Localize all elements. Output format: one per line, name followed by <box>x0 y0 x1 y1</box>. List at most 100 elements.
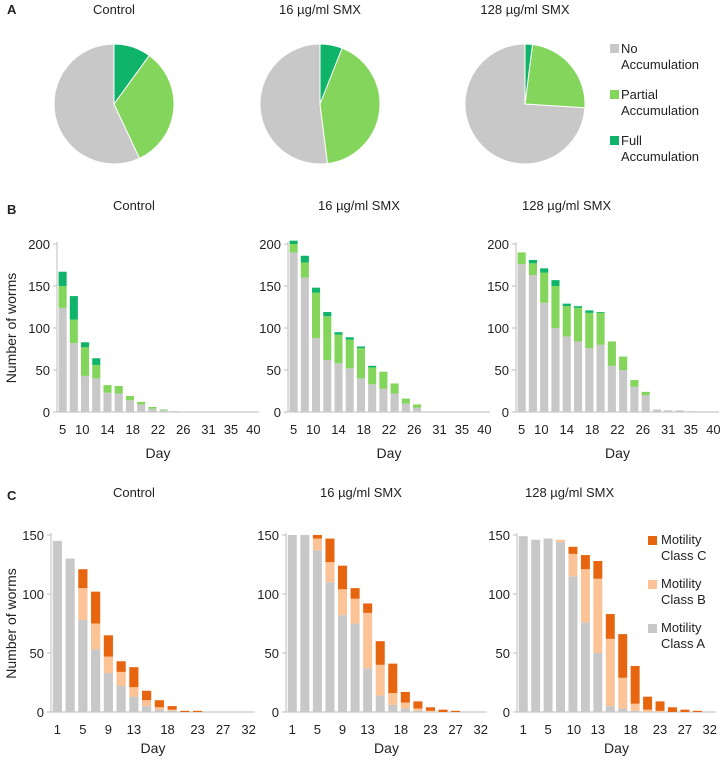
x-tick-label: 22 <box>382 422 396 437</box>
bar-day-25-no-accumulation <box>401 403 410 412</box>
y-tick-label: 150 <box>487 279 509 294</box>
bar-chart-B-control: Control 0 50 100 150 200 5 10 14 18 22 26 31 35 40 Day N… <box>3 198 261 461</box>
bar-day-11-motility-class-c <box>580 555 590 570</box>
bar-day-27-no-accumulation <box>641 395 650 412</box>
x-tick-label: 31 <box>432 422 446 437</box>
bar-day-5-partial-accumulation <box>289 244 298 253</box>
x-tick-label: 26 <box>636 422 650 437</box>
bar-day-19-motility-class-a <box>400 708 410 712</box>
bar-day-27-no-accumulation <box>413 407 422 412</box>
bar-day-11-no-accumulation <box>551 328 560 412</box>
pie-legend: No Accumulation Partial Accumulation Full Acc… <box>610 41 699 164</box>
bar-day-21-no-accumulation <box>607 365 616 412</box>
x-tick-label: 32 <box>241 722 255 737</box>
x-tick-label: 27 <box>678 722 692 737</box>
bar-day-17-motility-class-c <box>618 634 628 678</box>
bar-day-31-no-accumulation <box>664 410 673 412</box>
x-tick-label: 5 <box>544 722 551 737</box>
bar-day-13-partial-accumulation <box>334 334 343 364</box>
bar-day-19-no-accumulation <box>137 404 146 412</box>
x-tick-label: 22 <box>610 422 624 437</box>
bar-day-13-motility-class-b <box>593 578 603 653</box>
x-tick-label: 18 <box>160 722 174 737</box>
y-tick-label: 0 <box>37 705 44 720</box>
x-tick-label: 10 <box>306 422 320 437</box>
bar-day-21-motility-class-c <box>643 696 653 710</box>
bar-day-25-partial-accumulation <box>401 398 410 404</box>
bar-chart-B-128: 128 µg/ml SMX 0 50 100 150 200 5 10 14 18 22 26 31 35… <box>487 198 720 461</box>
bar-day-25-motility-class-c <box>438 709 448 712</box>
x-tick-label: 22 <box>151 422 165 437</box>
x-tick-label: 18 <box>357 422 371 437</box>
legend-label-motility-class-b: Motility Class B <box>661 576 706 607</box>
pie-title: 16 µg/ml SMX <box>279 2 361 17</box>
bar-day-21-motility-class-c <box>180 710 190 712</box>
pie-slice-no-accumulation <box>53 43 141 165</box>
bar-day-1-motility-class-a <box>518 536 528 712</box>
y-tick-label: 200 <box>259 237 281 252</box>
bar-day-9-motility-class-b <box>103 656 113 674</box>
legend-swatch-partial-accumulation <box>610 90 619 99</box>
y-tick-label: 100 <box>487 321 509 336</box>
bar-day-7-partial-accumulation <box>528 263 537 276</box>
bar-day-13-motility-class-a <box>129 696 139 712</box>
bar-day-23-partial-accumulation <box>619 356 628 370</box>
bar-day-5-full-accumulation <box>289 240 298 244</box>
bar-day-13-motility-class-c <box>593 560 603 579</box>
panel-label-b: B <box>7 202 16 217</box>
legend-label-motility-class-c: Motility Class C <box>661 532 707 563</box>
bar-day-9-partial-accumulation <box>312 292 321 339</box>
bar-day-19-partial-accumulation <box>368 367 377 385</box>
bar-day-19-motility-class-a <box>167 710 177 712</box>
bar-day-23-motility-class-c <box>425 707 435 711</box>
bar-day-9-motility-class-c <box>568 546 578 554</box>
bar-day-7-motility-class-b <box>325 562 335 583</box>
pie-slice-partial-accumulation <box>524 43 586 109</box>
pie-slice-partial-accumulation <box>113 54 175 159</box>
x-tick-label: 5 <box>290 422 297 437</box>
legend-label-no-accumulation: No Accumulation <box>621 41 699 72</box>
bar-day-15-motility-class-c <box>375 641 385 665</box>
bar-day-7-motility-class-b <box>556 539 566 543</box>
x-tick-label: 10 <box>534 422 548 437</box>
bar-day-9-motility-class-c <box>103 635 113 657</box>
x-axis-label: Day <box>377 445 402 461</box>
bar-day-5-no-accumulation <box>517 264 526 412</box>
y-axis-label: Number of worms <box>3 568 19 678</box>
bar-day-15-motility-class-c <box>605 614 615 639</box>
bar-day-7-full-accumulation <box>69 296 78 320</box>
x-tick-label: 9 <box>105 722 112 737</box>
bar-day-5-partial-accumulation <box>58 286 67 308</box>
bar-day-21-no-accumulation <box>379 388 388 412</box>
motility-legend: Motility Class C Motility Class B Motility Cl… <box>648 532 707 651</box>
y-tick-label: 150 <box>257 528 279 543</box>
x-tick-label: 40 <box>706 422 720 437</box>
bar-day-5-no-accumulation <box>58 307 67 412</box>
bar-day-9-full-accumulation <box>312 287 321 293</box>
bar-day-11-motility-class-b <box>116 671 126 687</box>
bar-day-5-motility-class-a <box>312 550 322 712</box>
x-tick-label: 40 <box>477 422 491 437</box>
bar-day-9-motility-class-b <box>568 553 578 577</box>
bar-day-13-full-accumulation <box>562 303 571 307</box>
bar-day-13-motility-class-c <box>129 667 139 688</box>
bar-day-19-full-accumulation <box>368 365 377 368</box>
bar-title: Control <box>113 485 155 500</box>
bar-day-9-motility-class-a <box>103 673 113 712</box>
pie-slice-full-accumulation <box>113 43 150 106</box>
bar-day-11-motility-class-a <box>116 686 126 712</box>
bar-title: 16 µg/ml SMX <box>320 485 402 500</box>
bar-day-27-motility-class-c <box>680 709 690 712</box>
x-tick-label: 13 <box>591 722 605 737</box>
bar-day-9-no-accumulation <box>312 338 321 412</box>
bar-day-13-motility-class-a <box>363 668 373 712</box>
y-tick-label: 50 <box>267 363 281 378</box>
bar-day-15-full-accumulation <box>573 306 583 308</box>
bar-day-11-full-accumulation <box>323 312 332 317</box>
pie-slice-partial-accumulation <box>319 47 381 165</box>
bar-day-17-motility-class-b <box>154 707 164 710</box>
bar-day-7-partial-accumulation <box>300 262 309 278</box>
y-tick-label: 200 <box>487 237 509 252</box>
x-tick-label: 40 <box>246 422 260 437</box>
bar-day-11-partial-accumulation <box>92 364 101 379</box>
